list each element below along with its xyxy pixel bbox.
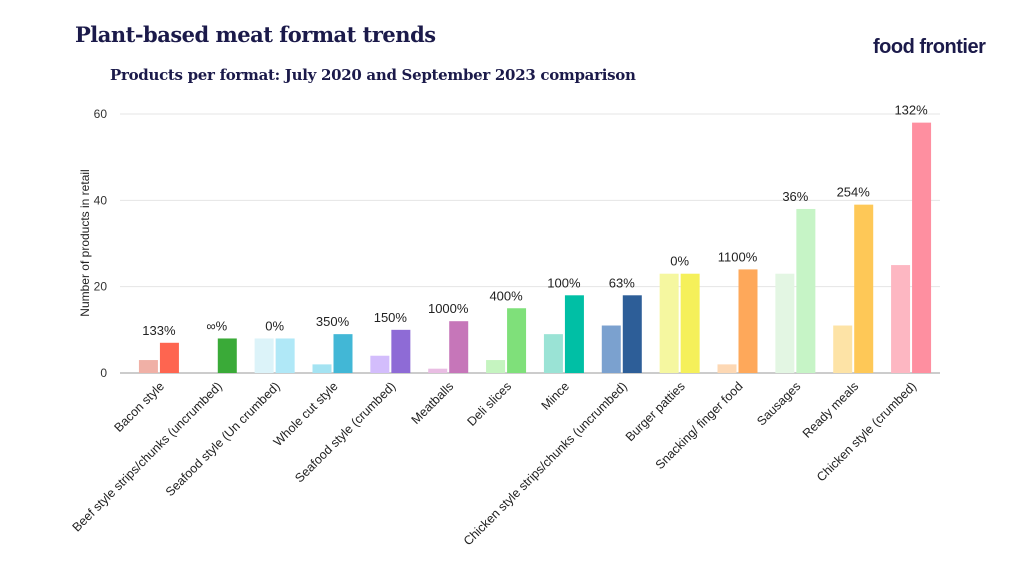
y-tick-label: 0 — [100, 366, 107, 380]
change-label: 132% — [894, 103, 928, 118]
bar-2020 — [891, 265, 911, 373]
bar-2020 — [833, 325, 853, 373]
x-tick-label: Mince — [539, 379, 573, 413]
bar-2020 — [486, 360, 506, 373]
x-tick-label: Burger patties — [623, 379, 688, 444]
bar-2023 — [217, 338, 237, 373]
change-label: 400% — [489, 288, 523, 303]
bar-2020 — [543, 334, 563, 373]
bar-2020 — [775, 273, 795, 373]
x-tick-label: Bacon style — [111, 379, 167, 435]
bar-2023 — [796, 208, 816, 373]
bar-2023 — [622, 295, 642, 373]
food-frontier-logo: food frontier — [873, 36, 986, 58]
y-tick-label: 60 — [94, 107, 108, 121]
change-label: 133% — [142, 323, 176, 338]
bar-2020 — [254, 338, 274, 373]
x-tick-label: Sausages — [754, 379, 803, 428]
bar-2023 — [854, 204, 874, 373]
change-label: 350% — [316, 314, 350, 329]
y-tick-label: 40 — [94, 193, 108, 207]
change-label: 100% — [547, 275, 581, 290]
x-tick-label: Seafood style (crumbed) — [292, 379, 398, 485]
bar-2023 — [564, 295, 584, 373]
bar-2020 — [370, 355, 390, 373]
change-label: 36% — [782, 189, 808, 204]
bar-2023 — [333, 334, 353, 373]
bar-2023 — [680, 273, 700, 373]
page-title: Plant-based meat format trends — [75, 22, 436, 47]
x-tick-label: Chicken style (crumbed) — [814, 379, 919, 484]
change-label: 0% — [265, 318, 284, 333]
change-label: 1000% — [428, 301, 469, 316]
bar-2020 — [659, 273, 679, 373]
change-label: 1100% — [718, 249, 758, 264]
x-tick-label: Ready meals — [800, 379, 861, 440]
y-tick-label: 20 — [94, 280, 108, 294]
bar-2023 — [449, 321, 469, 373]
bar-2023 — [507, 308, 527, 373]
bar-2020 — [717, 364, 737, 373]
bar-2020 — [312, 364, 332, 373]
x-tick-label: Meatballs — [409, 379, 457, 427]
x-tick-label: Deli slices — [465, 379, 515, 429]
bar-2020 — [138, 360, 158, 373]
bar-2020 — [601, 325, 621, 373]
bar-2023 — [738, 269, 758, 373]
y-axis-label: Number of products in retail — [78, 169, 92, 316]
change-label: 63% — [609, 275, 635, 290]
bar-2023 — [391, 329, 411, 373]
change-label: 0% — [670, 254, 689, 269]
chart-title: Products per format: July 2020 and Septe… — [110, 66, 636, 84]
change-label: 254% — [837, 185, 871, 200]
bar-2023 — [912, 122, 932, 373]
change-label: ∞% — [206, 318, 227, 333]
bar-2020 — [428, 368, 448, 373]
bar-2023 — [159, 342, 179, 373]
bar-2023 — [275, 338, 295, 373]
x-tick-label: Seafood style (Un crumbed) — [163, 379, 283, 499]
change-label: 150% — [374, 310, 408, 325]
